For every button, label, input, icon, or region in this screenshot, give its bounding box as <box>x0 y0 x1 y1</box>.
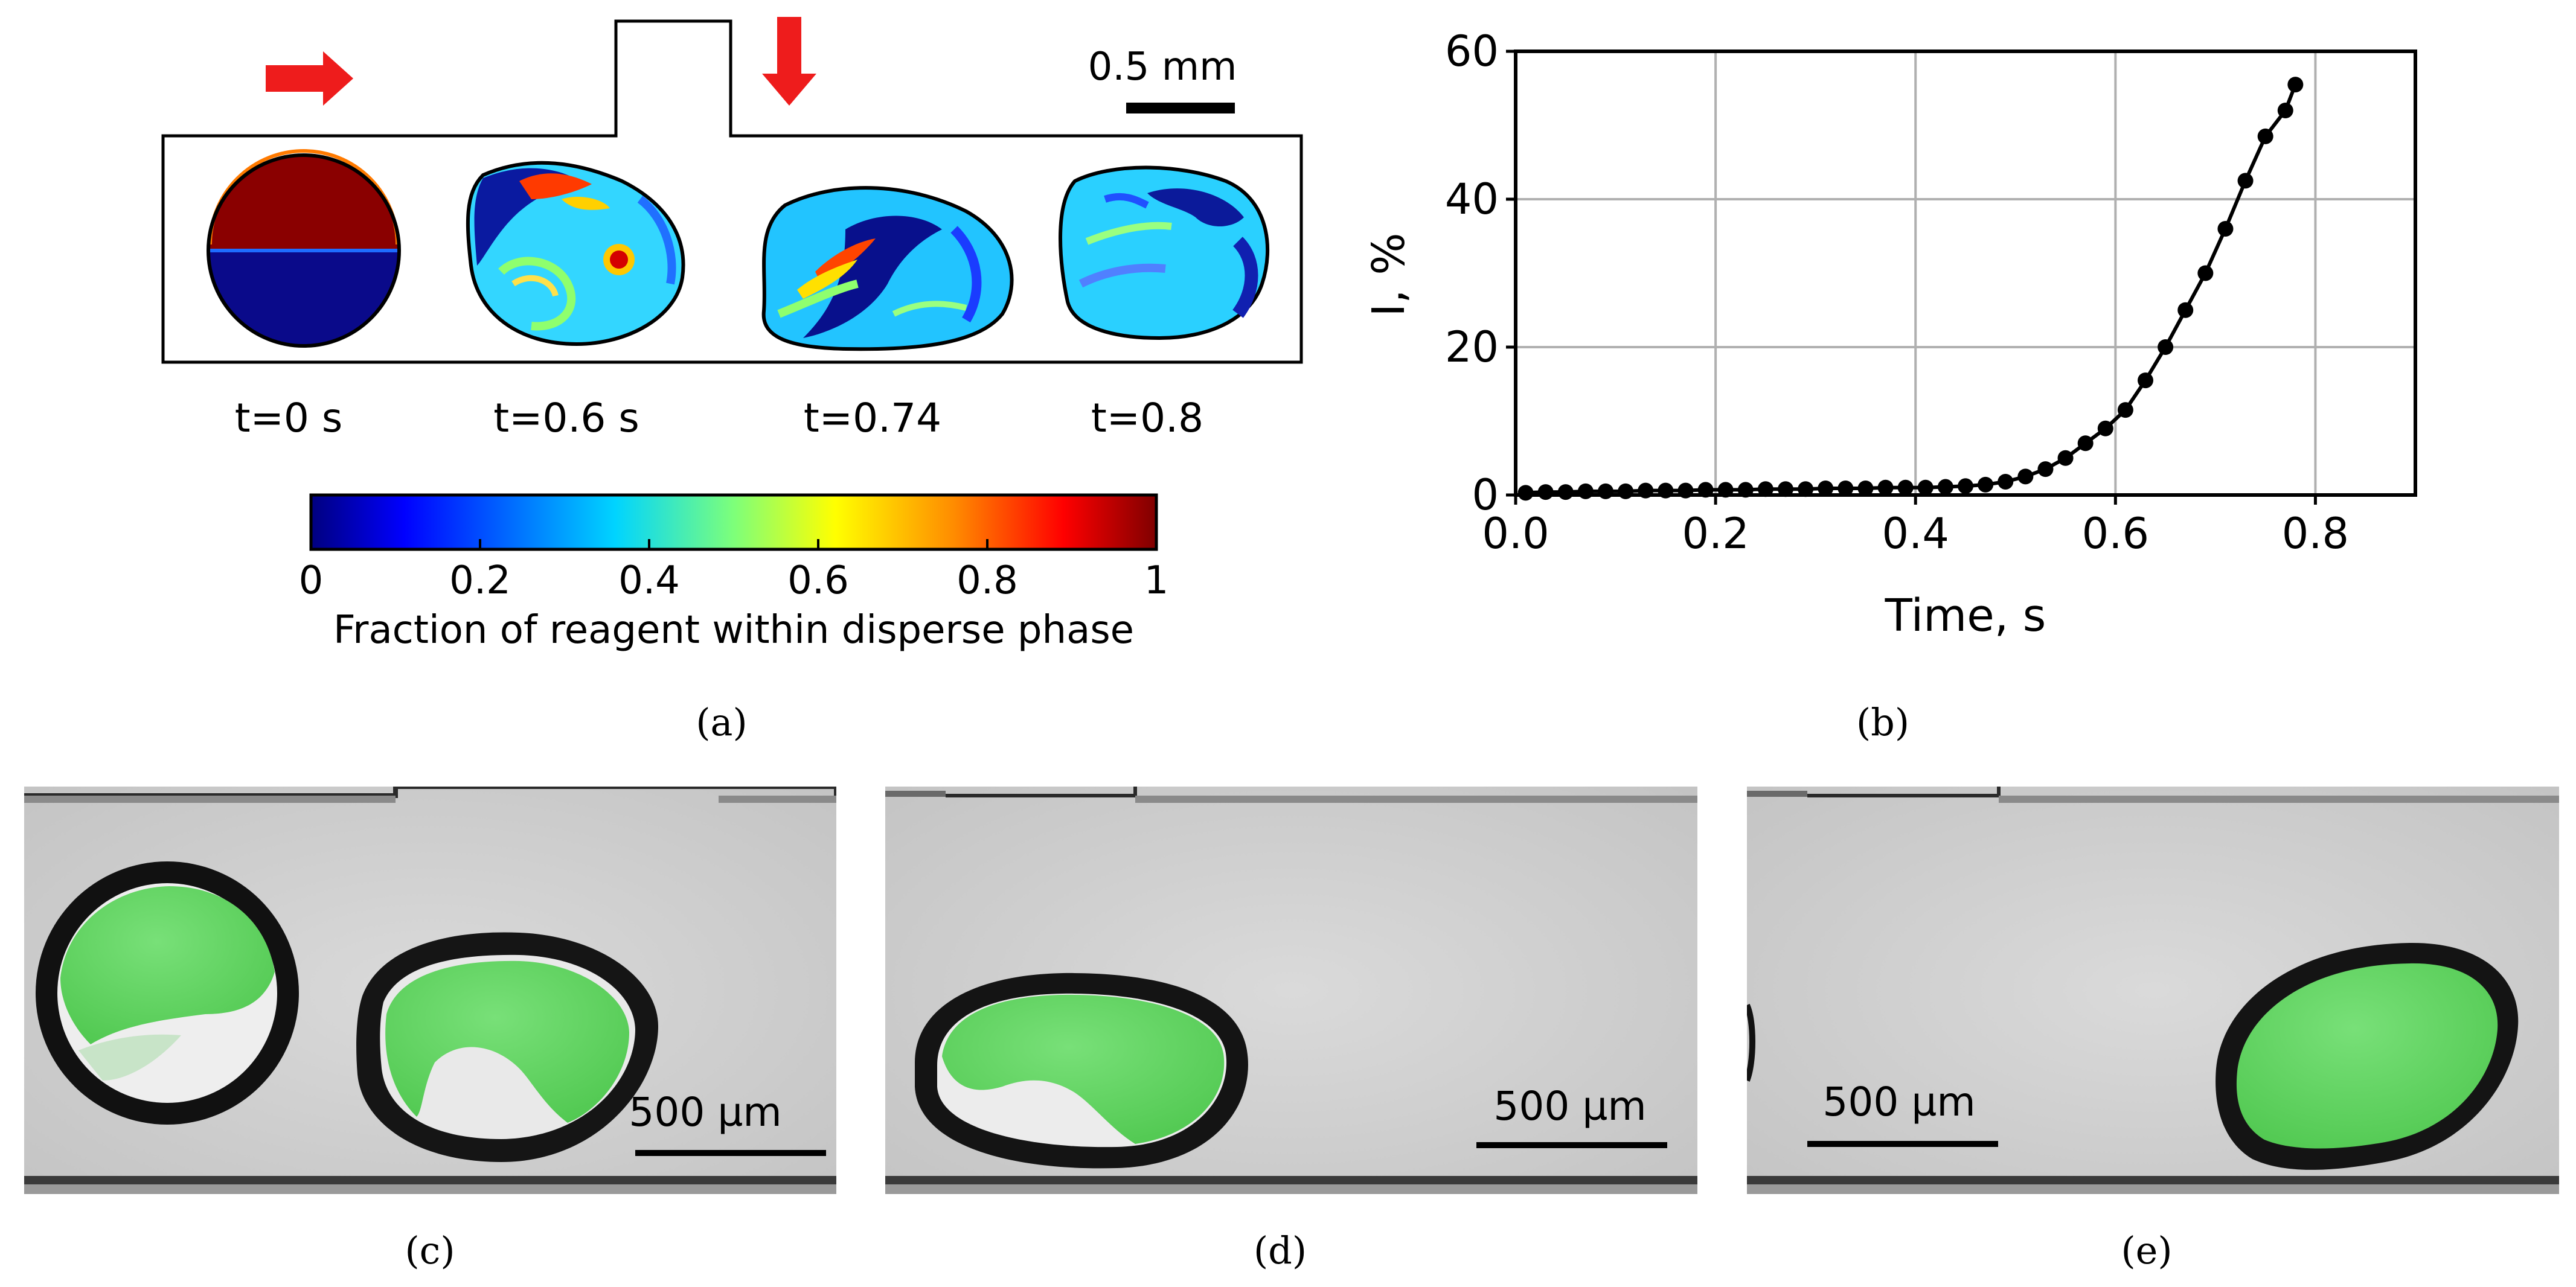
flow-arrow-down-icon <box>762 17 816 106</box>
scale-label-a: 0.5 mm <box>1088 45 1237 89</box>
data-point <box>2037 461 2054 477</box>
data-point <box>1717 482 1734 498</box>
data-point <box>2117 402 2133 418</box>
flow-arrow-right-icon <box>266 51 353 106</box>
data-point <box>1537 484 1554 500</box>
colorbar-tick-0: 0 <box>299 558 324 603</box>
colorbar-tick-4: 0.8 <box>956 558 1018 603</box>
data-point <box>1958 478 1973 494</box>
colorbar-ticks <box>310 539 1158 549</box>
data-point <box>1778 481 1793 497</box>
y-tick-label: 20 <box>1445 322 1499 372</box>
photo-e: 500 µm <box>1747 787 2559 1194</box>
series-line <box>1525 84 2298 495</box>
scale-bar-c <box>635 1150 826 1156</box>
droplet-e <box>2216 942 2519 1170</box>
data-point <box>1618 483 1634 499</box>
y-tick-label: 60 <box>1445 27 1499 76</box>
y-tick-label: 40 <box>1445 174 1499 224</box>
panel-a: 0.5 mm <box>161 17 1303 744</box>
droplet-d <box>915 972 1248 1169</box>
droplet-t06 <box>466 161 685 346</box>
data-point <box>1557 484 1574 500</box>
scale-label-c: 500 µm <box>629 1089 781 1135</box>
x-axis-label: Time, s <box>1885 590 2046 642</box>
droplet-t0 <box>207 149 401 348</box>
time-label-2: t=0.74 <box>804 395 941 441</box>
scale-bar-d <box>1476 1142 1667 1148</box>
colorbar-tick-5: 1 <box>1144 558 1169 603</box>
caption-d: (d) <box>1254 1228 1307 1273</box>
data-point <box>1818 480 1834 496</box>
data-point <box>1857 480 1874 496</box>
caption-b: (b) <box>1856 700 1909 744</box>
data-point <box>1978 476 1994 493</box>
data-point <box>2217 221 2234 237</box>
droplet-c2 <box>356 932 658 1162</box>
scale-label-e: 500 µm <box>1822 1079 1975 1125</box>
data-point <box>2138 372 2153 389</box>
time-label-0: t=0 s <box>235 395 343 441</box>
data-point <box>1638 482 1654 499</box>
data-point <box>2077 435 2094 452</box>
colorbar-label: Fraction of reagent within disperse phas… <box>333 608 1134 653</box>
series-points <box>1517 77 2304 501</box>
data-point <box>1917 479 1934 496</box>
data-point <box>1737 482 1754 498</box>
data-point <box>2177 302 2194 318</box>
colorbar-tick-2: 0.4 <box>618 558 680 603</box>
data-point <box>1937 479 1953 495</box>
data-point <box>1598 483 1613 499</box>
data-point <box>2097 420 2113 436</box>
x-tick-label: 0.4 <box>1882 509 1949 558</box>
colorbar-tick-3: 0.6 <box>787 558 849 603</box>
chart-ticks <box>1506 50 2317 505</box>
x-tick-label: 0.2 <box>1682 509 1749 558</box>
caption-e: (e) <box>2121 1228 2172 1273</box>
photo-c: 500 µm <box>24 787 836 1194</box>
plot-frame <box>1514 50 2417 497</box>
data-point <box>2158 339 2174 355</box>
x-tick-label: 0.6 <box>2082 509 2149 558</box>
scale-bar-a <box>1126 103 1235 113</box>
x-tick-label: 0.0 <box>1482 509 1549 558</box>
data-point <box>1877 479 1894 496</box>
colorbar-tick-1: 0.2 <box>449 558 511 603</box>
data-point <box>2257 128 2273 144</box>
data-point <box>1658 482 1674 499</box>
data-point <box>1697 482 1714 498</box>
scale-label-d: 500 µm <box>1493 1083 1646 1129</box>
data-point <box>2017 468 2034 485</box>
data-point <box>2277 103 2293 118</box>
data-point <box>1517 485 1534 501</box>
data-point <box>1798 481 1814 497</box>
droplet-t08 <box>1059 165 1270 340</box>
colorbar <box>309 493 1158 551</box>
droplet-c1 <box>36 861 299 1125</box>
y-tick-label: 0 <box>1472 470 1499 520</box>
data-point <box>1577 483 1594 499</box>
droplet-t074 <box>761 186 1014 351</box>
data-point <box>1897 479 1914 496</box>
data-point <box>2237 173 2254 189</box>
caption-c: (c) <box>405 1228 455 1273</box>
x-tick-label: 0.8 <box>2282 509 2349 558</box>
data-point <box>1677 482 1694 499</box>
time-label-1: t=0.6 s <box>493 395 639 441</box>
data-point <box>1837 480 1854 496</box>
caption-a: (a) <box>696 700 747 744</box>
data-point <box>2287 77 2304 93</box>
data-point <box>2057 450 2074 466</box>
photo-d: 500 µm <box>885 787 1697 1194</box>
data-point <box>2197 265 2214 281</box>
scale-bar-e <box>1807 1141 1998 1147</box>
data-point <box>1757 481 1773 497</box>
channel-outline <box>161 19 1303 364</box>
data-point <box>1998 473 2014 490</box>
panel-b: 0.0 0.2 0.4 0.6 0.8 0 20 40 60 Time, s I, % (b) <box>1363 27 2417 744</box>
time-label-3: t=0.8 <box>1091 395 1203 441</box>
y-axis-label: I, % <box>1363 232 1415 316</box>
chart-tick-labels: 0.0 0.2 0.4 0.6 0.8 0 20 40 60 <box>1445 27 2349 558</box>
